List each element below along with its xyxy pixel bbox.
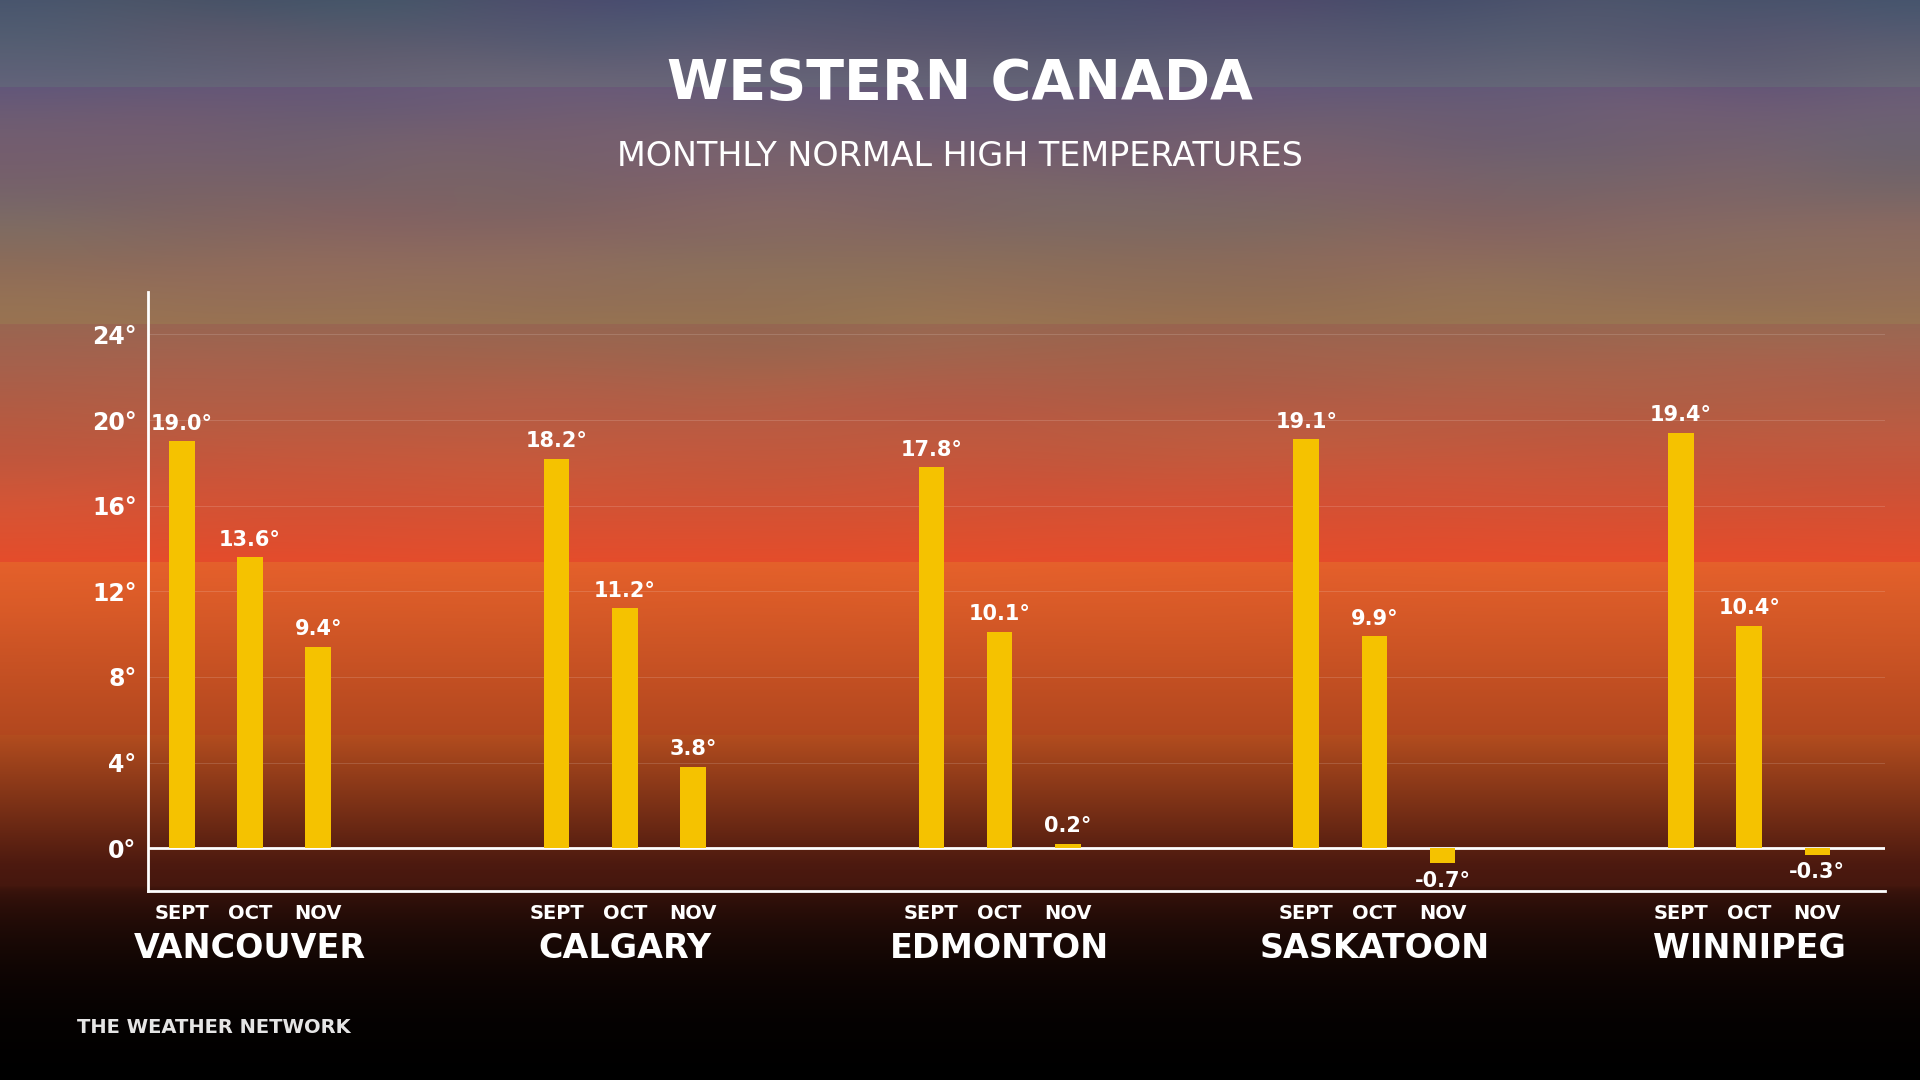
- Text: NOV: NOV: [1793, 904, 1841, 922]
- Bar: [1668, 433, 1693, 848]
- Text: NOV: NOV: [294, 904, 342, 922]
- Text: VANCOUVER: VANCOUVER: [134, 932, 367, 964]
- Text: SEPT: SEPT: [1279, 904, 1334, 922]
- Text: 19.4°: 19.4°: [1649, 405, 1713, 426]
- Bar: [1736, 625, 1763, 848]
- Text: 10.1°: 10.1°: [970, 605, 1031, 624]
- Bar: [1430, 848, 1455, 863]
- Text: SEPT: SEPT: [1653, 904, 1709, 922]
- Text: SEPT: SEPT: [530, 904, 584, 922]
- Text: EDMONTON: EDMONTON: [891, 932, 1110, 964]
- Bar: [1361, 636, 1386, 848]
- Text: 0.2°: 0.2°: [1044, 816, 1091, 836]
- Bar: [305, 647, 330, 848]
- Text: 18.2°: 18.2°: [526, 431, 588, 451]
- Text: SEPT: SEPT: [154, 904, 209, 922]
- Text: 17.8°: 17.8°: [900, 440, 962, 460]
- Text: OCT: OCT: [977, 904, 1021, 922]
- Text: MONTHLY NORMAL HIGH TEMPERATURES: MONTHLY NORMAL HIGH TEMPERATURES: [616, 140, 1304, 173]
- Bar: [1805, 848, 1830, 854]
- Text: OCT: OCT: [1352, 904, 1396, 922]
- Bar: [680, 767, 707, 848]
- Text: 11.2°: 11.2°: [593, 581, 657, 600]
- Text: 13.6°: 13.6°: [219, 529, 280, 550]
- Text: NOV: NOV: [1419, 904, 1467, 922]
- Text: 19.0°: 19.0°: [152, 414, 213, 434]
- Text: THE WEATHER NETWORK: THE WEATHER NETWORK: [77, 1017, 351, 1037]
- Text: 3.8°: 3.8°: [670, 740, 716, 759]
- Text: 9.9°: 9.9°: [1350, 609, 1398, 629]
- Bar: [987, 632, 1012, 848]
- Text: WINNIPEG: WINNIPEG: [1653, 932, 1845, 964]
- Bar: [169, 442, 194, 848]
- Bar: [612, 608, 637, 848]
- Text: 10.4°: 10.4°: [1718, 598, 1780, 618]
- Text: OCT: OCT: [1726, 904, 1772, 922]
- Bar: [1294, 440, 1319, 848]
- Bar: [238, 557, 263, 848]
- Text: CALGARY: CALGARY: [538, 932, 712, 964]
- Text: NOV: NOV: [670, 904, 716, 922]
- Bar: [1054, 843, 1081, 848]
- Text: 9.4°: 9.4°: [294, 620, 342, 639]
- Text: OCT: OCT: [228, 904, 273, 922]
- Text: OCT: OCT: [603, 904, 647, 922]
- Bar: [918, 468, 945, 848]
- Text: -0.3°: -0.3°: [1789, 862, 1845, 882]
- Bar: [543, 459, 570, 848]
- Text: NOV: NOV: [1044, 904, 1091, 922]
- Text: 19.1°: 19.1°: [1275, 411, 1336, 432]
- Text: -0.7°: -0.7°: [1415, 870, 1471, 891]
- Text: SEPT: SEPT: [904, 904, 958, 922]
- Text: SASKATOON: SASKATOON: [1260, 932, 1490, 964]
- Text: WESTERN CANADA: WESTERN CANADA: [666, 57, 1254, 111]
